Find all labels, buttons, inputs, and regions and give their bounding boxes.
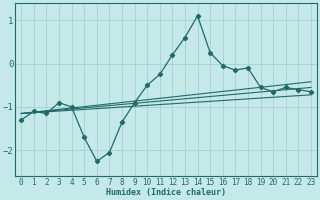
X-axis label: Humidex (Indice chaleur): Humidex (Indice chaleur) xyxy=(106,188,226,197)
